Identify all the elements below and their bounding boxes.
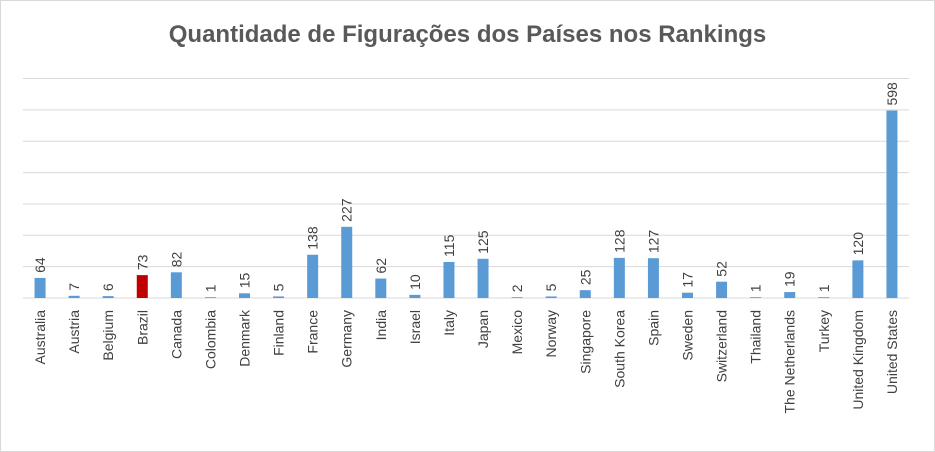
category-label: Norway <box>543 310 559 357</box>
value-label: 64 <box>32 257 48 273</box>
bar-india <box>375 278 387 298</box>
bar-japan <box>477 258 489 298</box>
category-label: Denmark <box>237 309 253 367</box>
value-label: 2 <box>509 284 525 292</box>
bar-the-netherlands <box>784 292 796 298</box>
category-label: United Kingdom <box>850 310 866 410</box>
bar-belgium <box>102 296 114 298</box>
bar-south-korea <box>613 257 625 298</box>
bar-austria <box>68 295 80 298</box>
category-label: Canada <box>168 310 184 359</box>
bar-france <box>307 254 319 298</box>
category-label: Belgium <box>100 310 116 361</box>
value-label: 127 <box>645 230 661 254</box>
category-label: Singapore <box>577 310 593 374</box>
value-label: 17 <box>680 272 696 288</box>
value-label: 6 <box>100 283 116 291</box>
bar-united-kingdom <box>852 260 864 298</box>
category-label: Mexico <box>509 310 525 355</box>
category-label: Israel <box>407 310 423 344</box>
bar-israel <box>409 294 421 298</box>
value-label: 19 <box>782 271 798 287</box>
bar-singapore <box>579 290 591 298</box>
bar-colombia <box>204 297 216 298</box>
bar-italy <box>443 261 455 298</box>
value-label: 82 <box>168 252 184 268</box>
bar-united-states <box>886 110 898 298</box>
category-label: Austria <box>66 310 82 354</box>
value-label: 62 <box>373 258 389 274</box>
value-label: 25 <box>577 269 593 285</box>
category-label: Brazil <box>134 310 150 345</box>
value-label: 1 <box>816 284 832 292</box>
category-label: Switzerland <box>714 310 730 382</box>
category-label: Colombia <box>202 310 218 369</box>
value-label: 1 <box>202 284 218 292</box>
category-label: Japan <box>475 310 491 348</box>
value-label: 15 <box>237 273 253 289</box>
category-label: Spain <box>645 310 661 346</box>
value-label: 52 <box>714 261 730 277</box>
category-label: Finland <box>271 310 287 356</box>
value-label: 5 <box>543 283 559 291</box>
category-label: Thailand <box>748 310 764 364</box>
bar-switzerland <box>716 281 728 298</box>
bar-brazil <box>136 275 148 298</box>
value-label: 120 <box>850 232 866 256</box>
value-label: 1 <box>748 284 764 292</box>
category-label: France <box>305 310 321 354</box>
bar-thailand <box>750 297 762 298</box>
category-label: India <box>373 310 389 341</box>
category-label: United States <box>884 310 900 394</box>
bar-canada <box>170 272 182 298</box>
value-label: 598 <box>884 82 900 106</box>
value-label: 73 <box>134 254 150 270</box>
bar-norway <box>545 296 557 298</box>
category-label: Australia <box>32 310 48 365</box>
bar-spain <box>647 258 659 298</box>
value-label: 128 <box>611 229 627 253</box>
value-label: 5 <box>271 283 287 291</box>
value-label: 115 <box>441 234 457 257</box>
value-label: 7 <box>66 283 82 291</box>
category-label: Turkey <box>816 310 832 352</box>
value-label: 10 <box>407 274 423 290</box>
bar-denmark <box>239 293 250 298</box>
category-label: The Netherlands <box>782 310 798 414</box>
category-label: Germany <box>339 310 355 368</box>
category-label: Italy <box>441 310 457 336</box>
value-label: 227 <box>339 198 355 222</box>
bar-sweden <box>682 292 693 298</box>
bar-germany <box>341 226 353 298</box>
chart-title: Quantidade de Figurações dos Países nos … <box>168 21 767 48</box>
bar-mexico <box>511 297 523 298</box>
value-label: 125 <box>475 230 491 254</box>
category-label: South Korea <box>611 310 627 388</box>
category-label: Sweden <box>680 310 696 361</box>
bar-turkey <box>818 297 830 298</box>
bar-australia <box>34 277 46 298</box>
bar-finland <box>273 296 285 298</box>
value-label: 138 <box>305 226 321 250</box>
